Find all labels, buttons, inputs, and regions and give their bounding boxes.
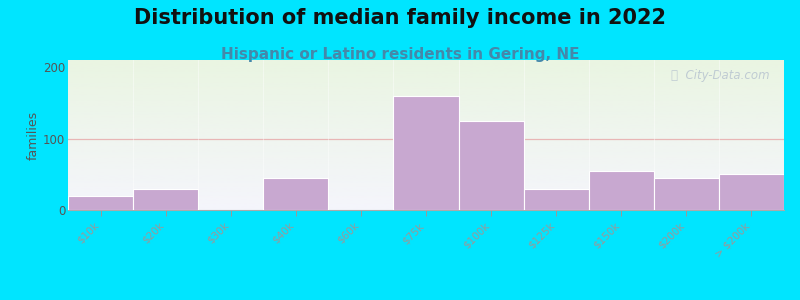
Bar xyxy=(133,189,198,210)
Text: ⓘ  City-Data.com: ⓘ City-Data.com xyxy=(671,69,770,82)
Bar xyxy=(719,174,784,210)
Y-axis label: families: families xyxy=(27,110,40,160)
Bar xyxy=(68,196,133,210)
Text: Hispanic or Latino residents in Gering, NE: Hispanic or Latino residents in Gering, … xyxy=(221,46,579,62)
Bar xyxy=(263,178,328,210)
Text: Distribution of median family income in 2022: Distribution of median family income in … xyxy=(134,8,666,28)
Bar xyxy=(589,171,654,210)
Bar xyxy=(458,121,524,210)
Bar xyxy=(524,189,589,210)
Bar xyxy=(394,96,458,210)
Bar xyxy=(654,178,719,210)
